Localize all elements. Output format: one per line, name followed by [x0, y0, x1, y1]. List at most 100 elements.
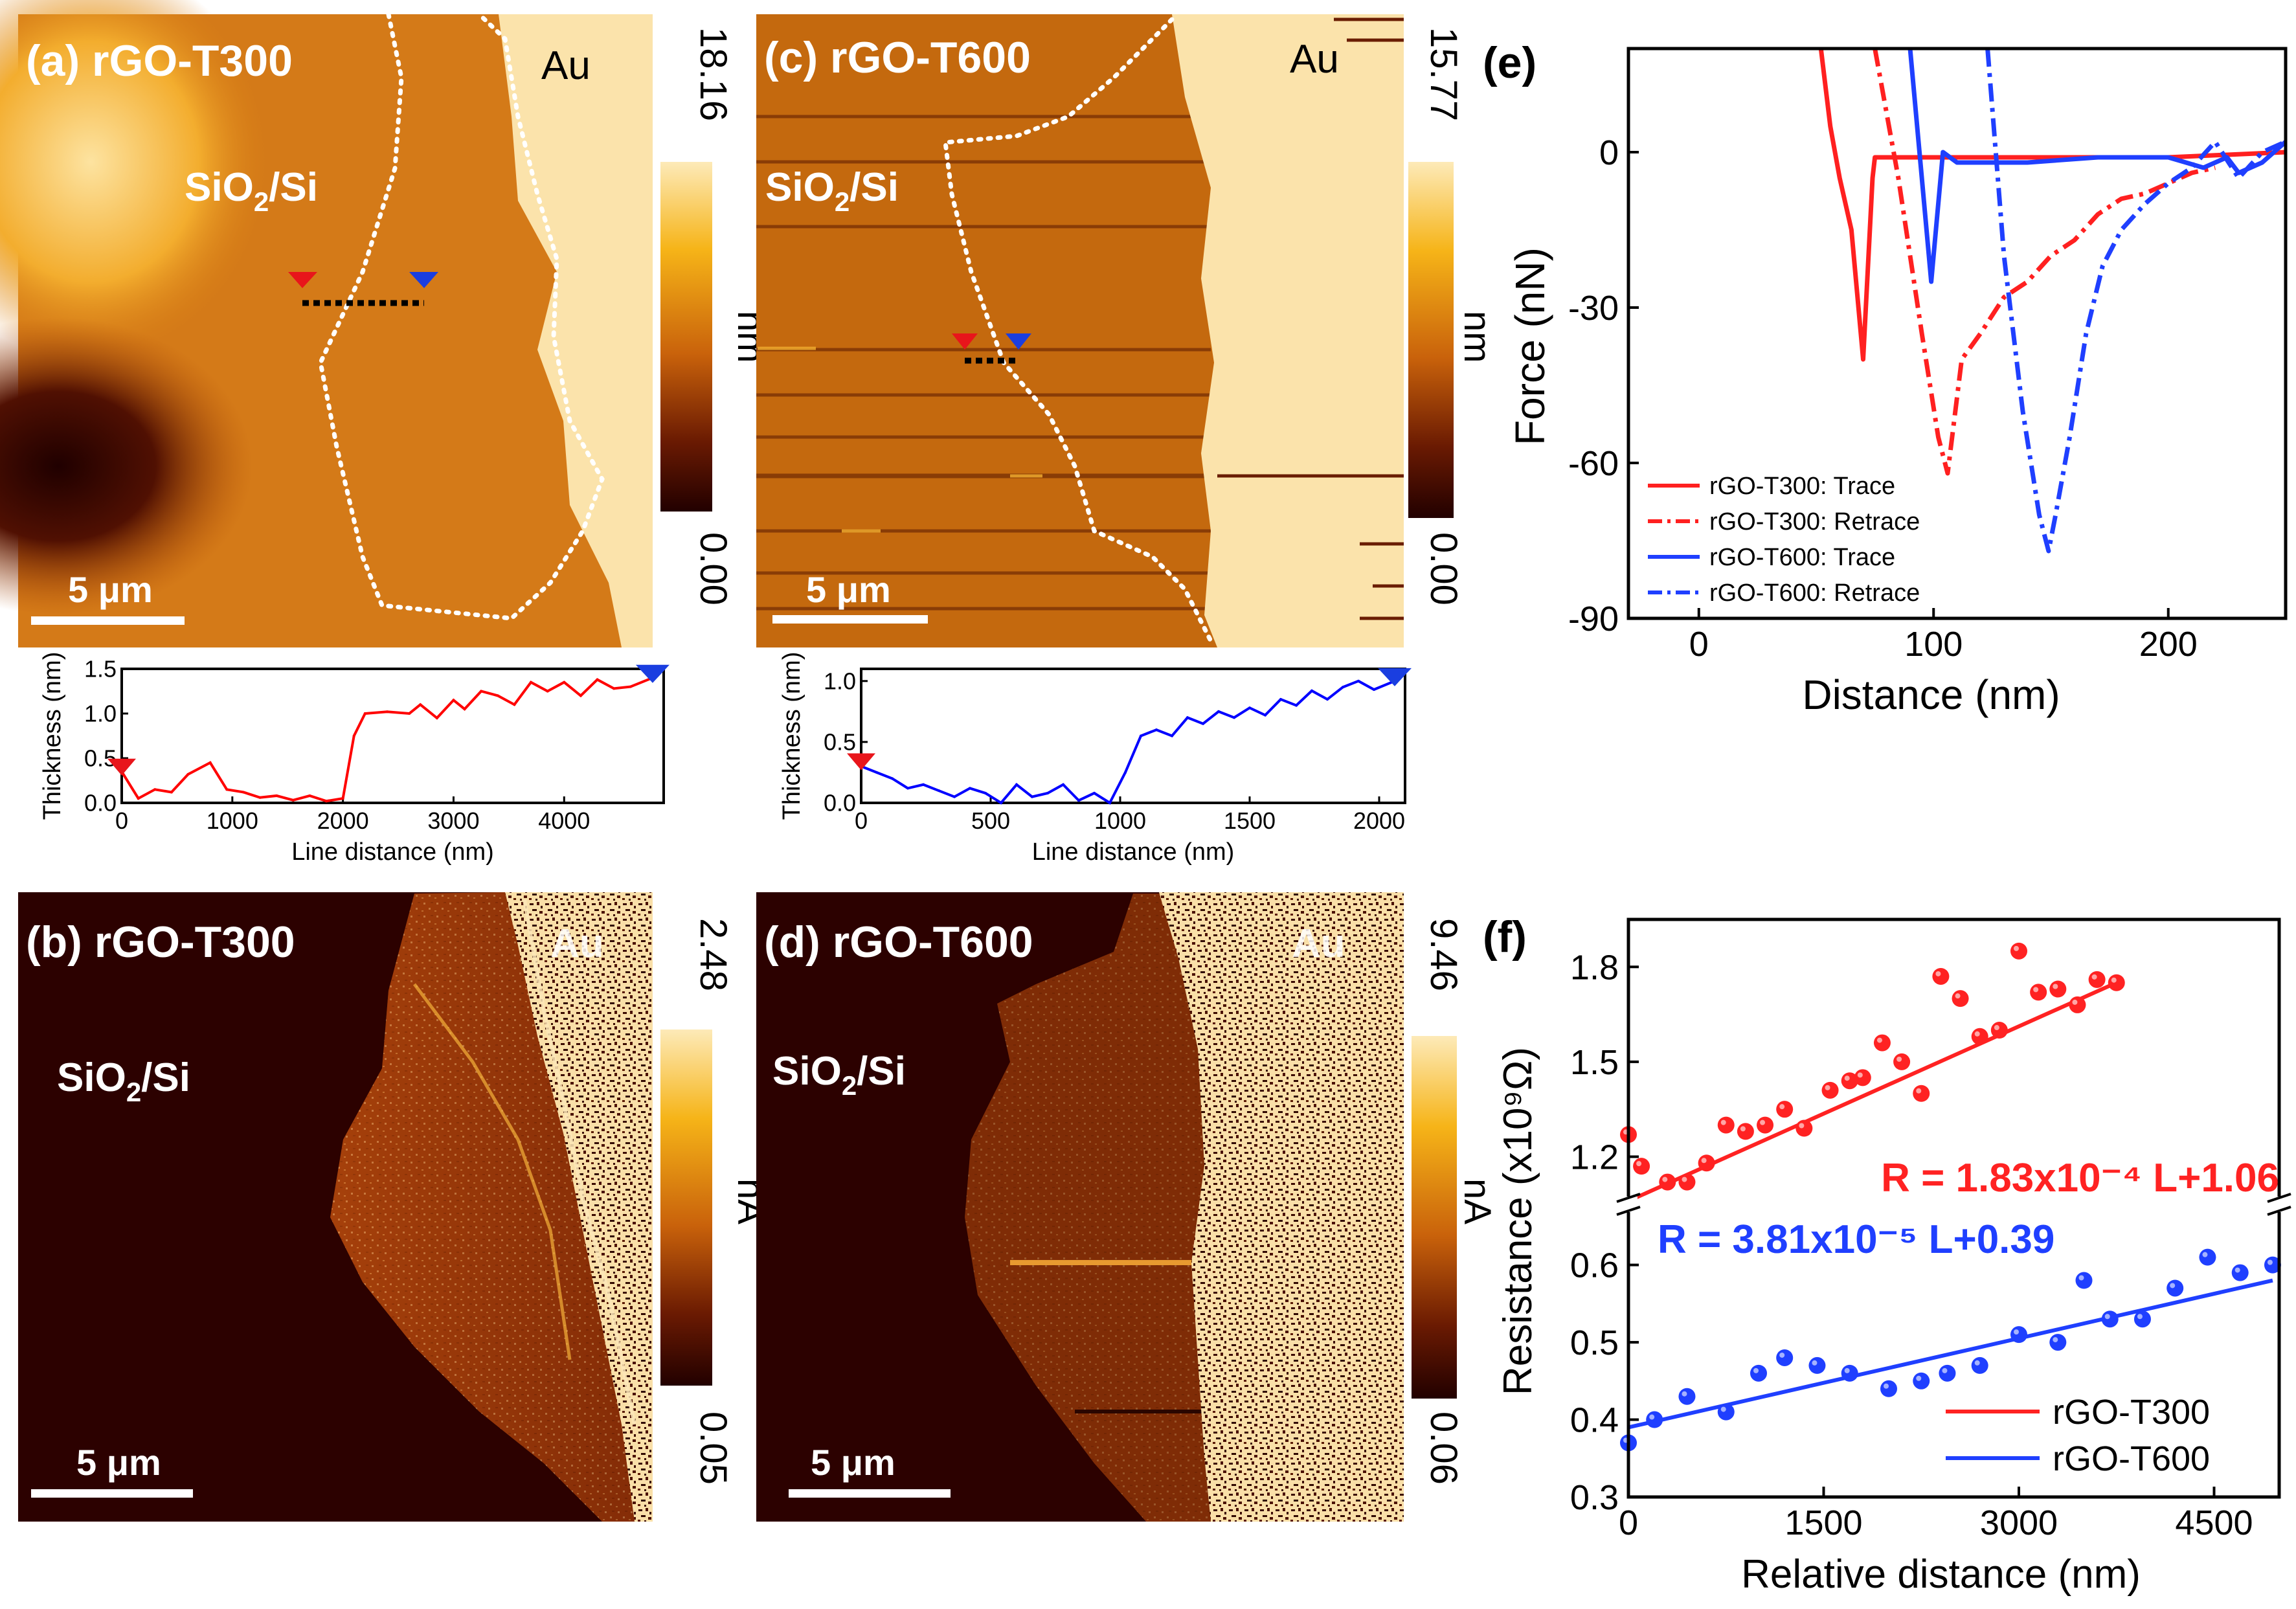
force-series-2 [1873, 48, 2216, 476]
plot-frame [1626, 47, 2288, 620]
panel-a: (a) rGO-T300 SiO2/Si Au 5 μm 18.16 nm 0.… [0, 0, 772, 647]
point-highlight [2033, 987, 2039, 993]
x-tick-label: 0 [855, 807, 868, 834]
data-point [2069, 996, 2086, 1013]
data-point [170, 791, 173, 794]
data-point [1717, 1403, 1735, 1421]
data-point [225, 788, 229, 791]
scale-label-d: 5 μm [811, 1442, 895, 1483]
data-point [2010, 942, 2027, 960]
cbar-min-c: 0.00 [1423, 532, 1465, 605]
fit-equation-red: R = 1.83x10⁻⁴ L+1.06 [1881, 1156, 2279, 1200]
region-label-d: SiO2/Si [772, 1049, 906, 1101]
data-point [1015, 783, 1018, 786]
y-axis-label: Resistance (x10⁹Ω) [1496, 1047, 1540, 1395]
point-highlight [2053, 1337, 2058, 1343]
cbar-unit-d: nA [1456, 1178, 1498, 1224]
legend-label: rGO-T600 [2053, 1439, 2210, 1478]
data-point [275, 794, 278, 797]
data-point [891, 777, 894, 780]
point-highlight [1662, 1176, 1668, 1182]
scale-label-b: 5 μm [76, 1442, 161, 1483]
data-point [480, 690, 483, 693]
data-point [1031, 795, 1033, 798]
colorbar-d [1412, 1036, 1457, 1399]
data-point [186, 772, 190, 776]
data-point [1000, 802, 1002, 804]
data-point [1971, 1028, 1988, 1045]
data-point [1248, 706, 1251, 710]
data-point [1264, 714, 1266, 717]
data-point [2049, 980, 2067, 998]
point-highlight [1649, 1414, 1655, 1420]
au-electrode-d [1159, 892, 1404, 1522]
y-axis-label: Thickness (nm) [778, 652, 805, 820]
start-marker [847, 753, 875, 771]
point-highlight [1844, 1367, 1850, 1373]
point-highlight [2267, 1259, 2273, 1265]
data-point [1913, 1372, 1930, 1390]
data-point [1971, 1356, 1988, 1374]
plot-frame [860, 668, 1406, 804]
data-point [875, 771, 878, 774]
panel-e: (e) 0 100 200 0 -30 -60 -90 Distance (nm) Force … [1483, 38, 2288, 718]
point-highlight [1779, 1104, 1785, 1110]
y-tick-label: 0.6 [1570, 1246, 1619, 1285]
data-point [258, 796, 262, 799]
x-tick-label: 4000 [538, 807, 590, 834]
data-point [1155, 728, 1158, 732]
point-highlight [1682, 1391, 1687, 1397]
y-tick-label: 1.5 [84, 656, 117, 682]
panel-label-e: (e) [1483, 38, 1536, 87]
x-tick-label: 3000 [427, 807, 479, 834]
data-point [629, 685, 632, 688]
data-point [1913, 1085, 1930, 1102]
data-point [1311, 689, 1313, 692]
y-tick-label: -30 [1568, 289, 1619, 328]
x-tick-label: 200 [2139, 625, 2198, 664]
data-point [596, 678, 599, 681]
data-point [385, 710, 388, 714]
data-point [530, 681, 533, 684]
point-highlight [2091, 974, 2097, 980]
data-point [1893, 1053, 1911, 1070]
point-highlight [2078, 1275, 2084, 1281]
x-tick-label: 1500 [1224, 807, 1276, 834]
panel-label-b: (b) rGO-T300 [26, 917, 295, 967]
x-tick-label: 0 [115, 807, 128, 834]
data-point [579, 694, 582, 697]
panel-f: (f) 0 1500 3000 4500 1.2 1.5 1.8 0.3 0.4 0.5 0.6 R … [1483, 912, 2291, 1597]
data-point [208, 761, 212, 764]
point-highlight [1876, 1037, 1882, 1043]
point-highlight [2111, 977, 2117, 983]
data-point [2133, 1311, 2151, 1328]
data-point [1109, 802, 1111, 804]
panel-label-c: (c) rGO-T600 [764, 33, 1031, 82]
electrode-label-d: Au [1292, 921, 1345, 966]
au-electrode-c [1172, 14, 1404, 647]
dark-region-a [0, 317, 253, 615]
x-tick-label: 0 [1689, 625, 1709, 664]
data-point [363, 712, 366, 715]
electrode-label-b: Au [550, 921, 604, 966]
data-point [435, 716, 438, 719]
data-point [1186, 716, 1189, 719]
y-tick-label: 0.5 [84, 745, 117, 772]
crack-line-b [523, 899, 636, 1425]
panel-d: (d) rGO-T600 SiO2/Si Au 5 μm 9.46 nA 0.0… [756, 892, 1498, 1522]
x-axis-label: Line distance (nm) [291, 838, 494, 866]
y-tick-label: -60 [1568, 444, 1619, 483]
x-tick-label: 1500 [1784, 1503, 1862, 1542]
bright-region-a [0, 0, 272, 363]
data-point [341, 797, 344, 800]
point-highlight [1916, 1088, 1922, 1094]
data-point [463, 708, 466, 711]
data-point [1373, 688, 1375, 691]
x-tick-label: 500 [971, 807, 1010, 834]
thickness-profile-a: 0 1000 2000 3000 4000 0.0 0.5 1.0 1.5 Line distan… [39, 652, 670, 866]
data-point [906, 787, 909, 790]
point-highlight [2170, 1283, 2176, 1288]
data-point [922, 783, 925, 786]
data-point [419, 703, 422, 706]
cbar-max-a: 18.16 [692, 27, 734, 121]
